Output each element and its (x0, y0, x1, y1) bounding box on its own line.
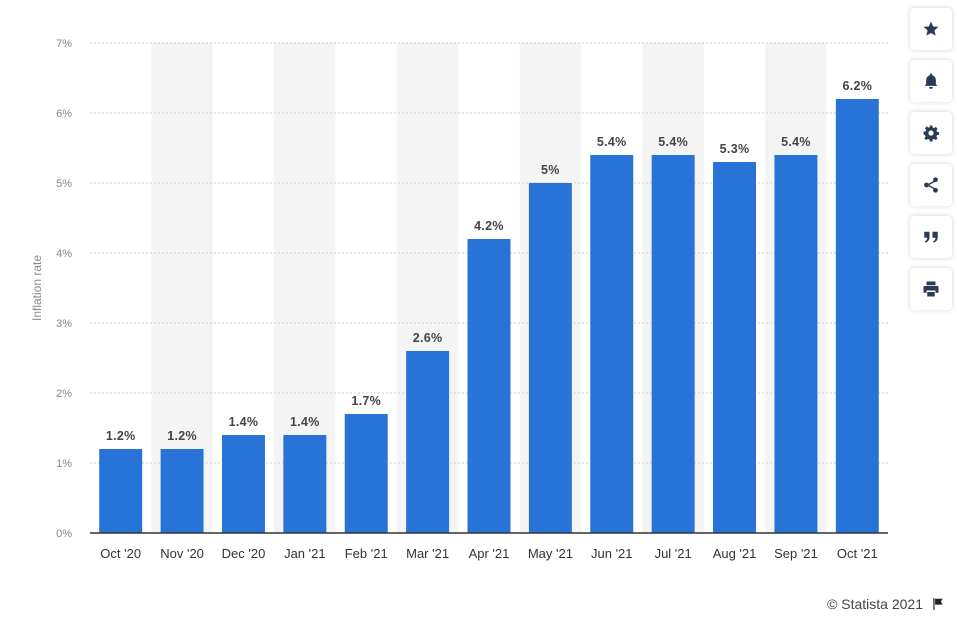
value-label: 5.4% (781, 135, 811, 149)
print-button[interactable] (910, 268, 952, 310)
share-icon (924, 177, 938, 193)
flag-icon (933, 598, 943, 610)
favorite-button[interactable] (910, 8, 952, 50)
bar-chart: 0% 1% 2% 3% 4% 5% 6% 7% 1.2% 1.2% 1.4% 1.4% 1.7% 2.6… (30, 38, 888, 561)
value-label: 1.4% (290, 415, 320, 429)
bar-sep-21[interactable] (774, 155, 818, 533)
share-button[interactable] (910, 164, 952, 206)
x-tick-label: Aug '21 (713, 546, 757, 561)
bar-may-21[interactable] (528, 183, 572, 533)
statista-credit[interactable]: © Statista 2021 (827, 596, 945, 612)
bar-mar-21[interactable] (406, 351, 450, 533)
settings-button[interactable] (910, 112, 952, 154)
bar-jul-21[interactable] (651, 155, 695, 533)
value-label: 5.3% (720, 142, 750, 156)
y-tick-label: 3% (56, 318, 72, 330)
x-tick-label: Nov '20 (160, 546, 204, 561)
bar-oct-21[interactable] (835, 99, 879, 533)
value-label: 4.2% (474, 219, 504, 233)
value-label: 1.7% (351, 394, 381, 408)
bars (99, 99, 879, 533)
quote-icon (924, 231, 938, 243)
bell-icon (924, 73, 938, 89)
bar-oct-20[interactable] (99, 449, 143, 533)
chart-toolbar (910, 8, 952, 320)
print-icon (923, 281, 939, 297)
value-label: 2.6% (413, 331, 443, 345)
x-tick-label: Jul '21 (655, 546, 692, 561)
value-label: 1.4% (229, 415, 259, 429)
y-axis-ticks: 0% 1% 2% 3% 4% 5% 6% 7% (56, 38, 72, 540)
y-tick-label: 5% (56, 178, 72, 190)
value-label: 1.2% (167, 429, 197, 443)
value-label: 5.4% (658, 135, 688, 149)
notification-button[interactable] (910, 60, 952, 102)
star-icon (923, 21, 939, 36)
x-tick-label: Sep '21 (774, 546, 818, 561)
value-label: 5% (541, 163, 560, 177)
bar-aug-21[interactable] (713, 162, 757, 533)
cite-button[interactable] (910, 216, 952, 258)
y-axis-title: Inflation rate (30, 255, 44, 321)
bar-feb-21[interactable] (344, 414, 388, 533)
y-tick-label: 4% (56, 248, 72, 260)
x-tick-label: Jun '21 (591, 546, 633, 561)
x-tick-label: Jan '21 (284, 546, 326, 561)
x-tick-label: Oct '21 (837, 546, 878, 561)
y-tick-label: 1% (56, 458, 72, 470)
bar-jun-21[interactable] (590, 155, 634, 533)
x-tick-label: Mar '21 (406, 546, 449, 561)
x-tick-label: Apr '21 (469, 546, 510, 561)
x-tick-label: May '21 (528, 546, 573, 561)
y-tick-label: 7% (56, 38, 72, 50)
y-tick-label: 6% (56, 108, 72, 120)
x-tick-label: Feb '21 (345, 546, 388, 561)
value-label: 5.4% (597, 135, 627, 149)
x-tick-label: Oct '20 (100, 546, 141, 561)
y-tick-label: 2% (56, 388, 72, 400)
x-tick-label: Dec '20 (222, 546, 266, 561)
bar-jan-21[interactable] (283, 435, 327, 533)
value-label: 6.2% (842, 79, 872, 93)
gear-icon (923, 125, 940, 142)
x-axis-labels: Oct '20 Nov '20 Dec '20 Jan '21 Feb '21 Mar '… (100, 546, 877, 561)
bar-nov-20[interactable] (160, 449, 204, 533)
value-label: 1.2% (106, 429, 136, 443)
bar-apr-21[interactable] (467, 239, 511, 533)
bar-dec-20[interactable] (221, 435, 265, 533)
value-labels: 1.2% 1.2% 1.4% 1.4% 1.7% 2.6% 4.2% 5% 5.4% 5.4% 5.… (106, 79, 872, 443)
credit-text: © Statista 2021 (827, 596, 923, 612)
y-tick-label: 0% (56, 528, 72, 540)
